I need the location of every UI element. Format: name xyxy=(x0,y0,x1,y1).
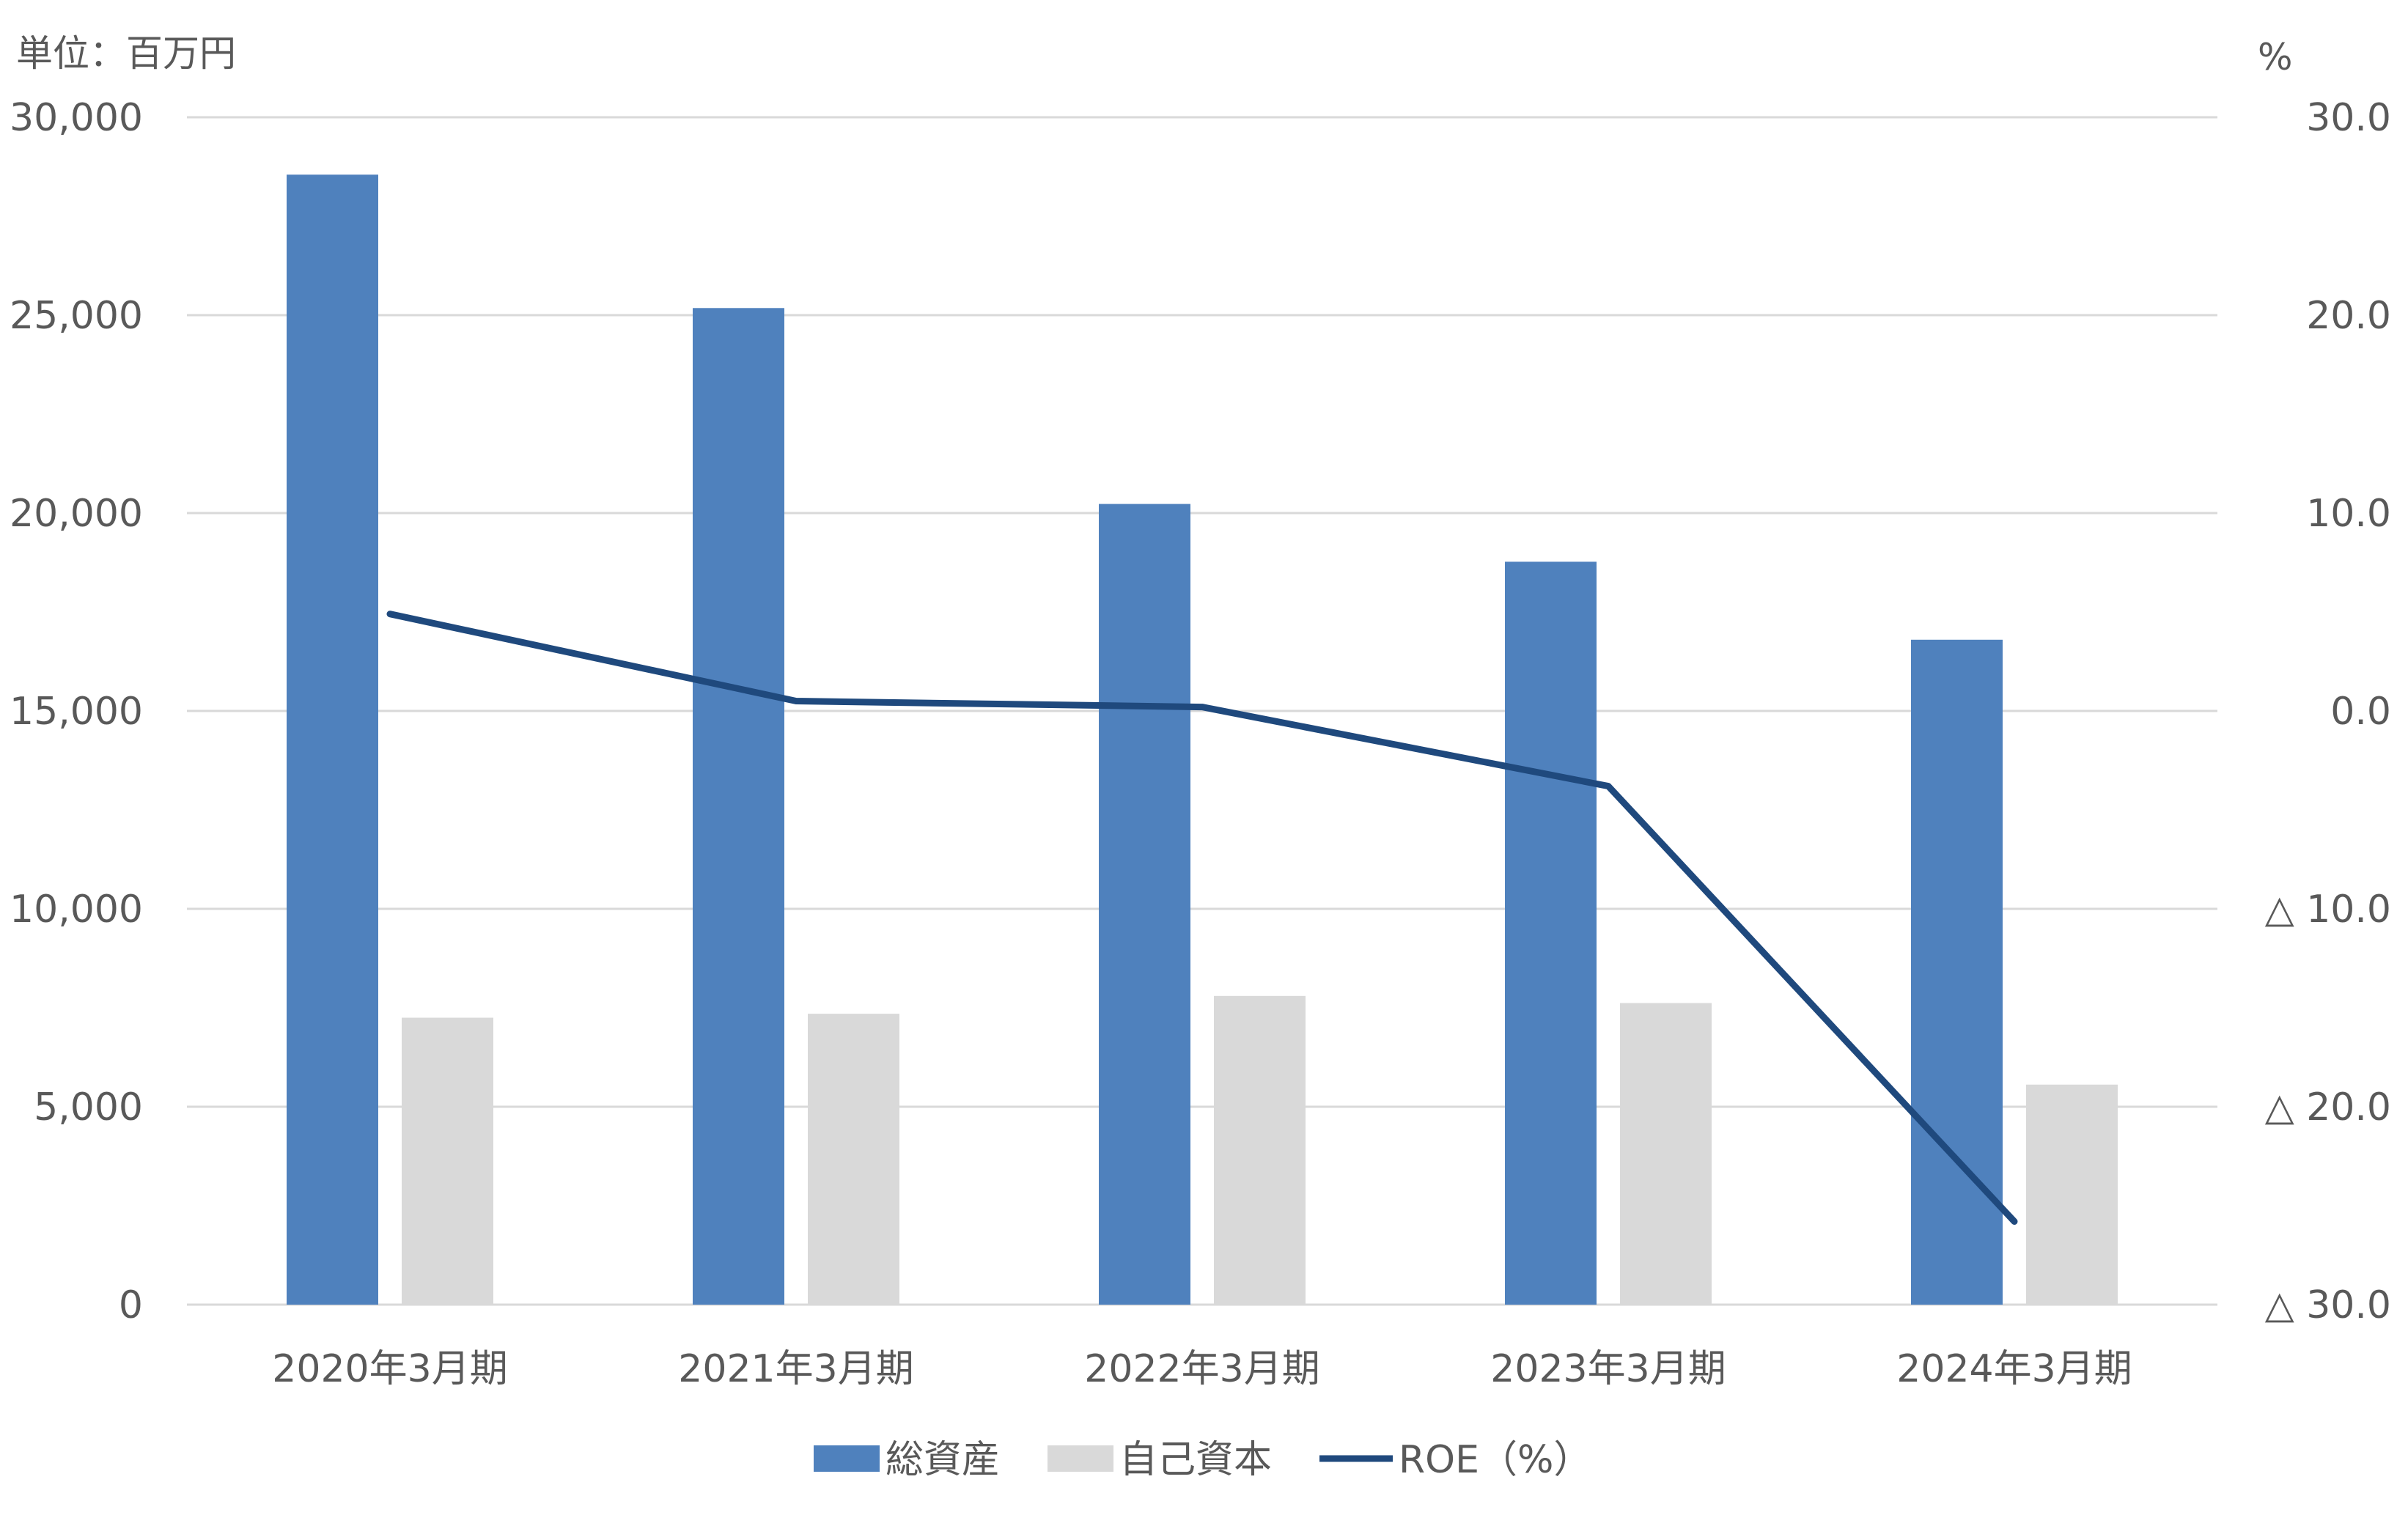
total-assets-bar xyxy=(287,174,378,1305)
equity-bar xyxy=(1620,1003,1712,1305)
axes: 単位：百万円 % 0 5,000 10,000 15,000 20,000 25,000 3… xyxy=(10,32,2391,1391)
roe-line xyxy=(386,611,2018,1225)
left-axis-tick-label: 30,000 xyxy=(10,96,143,140)
right-axis-tick-label: △ 10.0 xyxy=(2265,888,2391,932)
gridlines xyxy=(187,116,2217,1306)
category-label: 2023年3月期 xyxy=(1490,1347,1726,1391)
left-axis-tick-label: 0 xyxy=(119,1283,143,1327)
category-label: 2020年3月期 xyxy=(272,1347,507,1391)
right-axis-tick-label: △ 20.0 xyxy=(2265,1085,2391,1129)
bars xyxy=(287,174,2118,1305)
left-axis-tick-label: 5,000 xyxy=(34,1085,143,1129)
left-axis-tick-label: 25,000 xyxy=(10,294,143,338)
right-axis-tick-label: 0.0 xyxy=(2330,690,2391,734)
total-assets-bar xyxy=(1911,639,2003,1305)
legend-swatch-total-assets xyxy=(814,1445,880,1472)
left-axis-tick-label: 10,000 xyxy=(10,888,143,932)
legend: 総資産 自己資本 ROE（%） xyxy=(814,1438,1591,1482)
roe-line-path xyxy=(386,611,2018,1225)
right-axis-unit-label: % xyxy=(2258,36,2293,78)
total-assets-bar xyxy=(1099,504,1190,1305)
left-axis-tick-label: 15,000 xyxy=(10,690,143,734)
category-label: 2022年3月期 xyxy=(1084,1347,1319,1391)
left-axis-tick-label: 20,000 xyxy=(10,492,143,536)
left-axis-unit-label: 単位：百万円 xyxy=(16,32,236,75)
right-axis-tick-label: △ 30.0 xyxy=(2265,1283,2391,1327)
legend-label: ROE（%） xyxy=(1399,1438,1591,1482)
equity-bar xyxy=(808,1014,899,1305)
equity-bar xyxy=(402,1017,493,1305)
right-axis-tick-label: 10.0 xyxy=(2306,492,2391,536)
legend-swatch-equity xyxy=(1047,1445,1114,1472)
right-axis-tick-label: 20.0 xyxy=(2306,294,2391,338)
equity-bar xyxy=(2026,1084,2118,1305)
category-label: 2024年3月期 xyxy=(1896,1347,2132,1391)
total-assets-bar xyxy=(693,308,784,1305)
right-axis-tick-label: 30.0 xyxy=(2306,96,2391,140)
legend-label: 自己資本 xyxy=(1119,1438,1272,1482)
category-label: 2021年3月期 xyxy=(678,1347,913,1391)
equity-bar xyxy=(1214,995,1306,1305)
total-assets-bar xyxy=(1505,561,1597,1305)
legend-label: 総資産 xyxy=(885,1438,1000,1482)
